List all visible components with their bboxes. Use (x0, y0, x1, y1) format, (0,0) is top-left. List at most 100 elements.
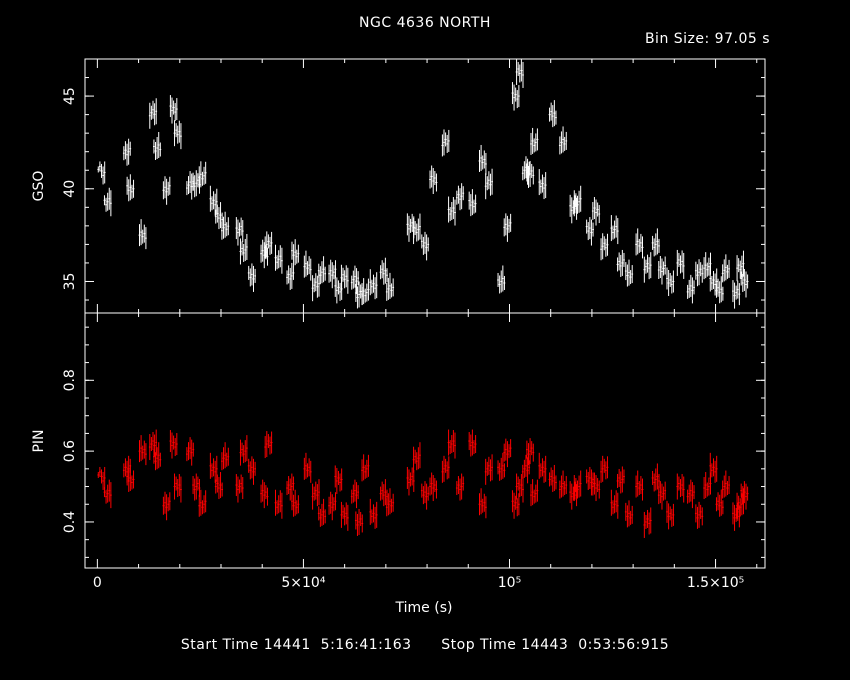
gso-point (651, 228, 660, 257)
gso-point (361, 278, 370, 306)
gso-point (569, 194, 578, 224)
pin-point (334, 465, 343, 494)
gso-ytick-label: 40 (62, 180, 78, 198)
gso-point (328, 259, 337, 289)
pin-point (635, 470, 644, 501)
pin-point (221, 442, 230, 471)
gso-point (624, 259, 634, 287)
pin-point (676, 473, 685, 503)
pin-point (515, 473, 524, 503)
pin-points (97, 429, 749, 538)
gso-point (503, 213, 512, 242)
pin-point (616, 466, 625, 494)
start-time-label: Start Time 14441 5:16:41:163 (180, 637, 412, 653)
pin-ytick-label: 0.8 (62, 369, 78, 391)
chart-title: NGC 4636 NORTH (359, 15, 491, 31)
pin-point (209, 452, 218, 483)
gso-point (616, 249, 625, 277)
pin-point (715, 489, 724, 517)
pin-point (103, 479, 112, 509)
gso-point (484, 168, 493, 200)
gso-point (666, 267, 675, 296)
gso-ytick-label: 35 (62, 273, 78, 291)
pin-point (350, 479, 360, 509)
gso-point (162, 176, 171, 205)
pin-point (311, 479, 320, 510)
pin-point (412, 442, 421, 473)
pin-point (643, 507, 652, 538)
gso-point (385, 272, 395, 301)
pin-point (511, 490, 520, 519)
pin-ytick-label: 0.6 (62, 440, 78, 462)
gso-point (468, 189, 477, 217)
gso-point (173, 120, 182, 150)
gso-point (138, 219, 147, 250)
stop-time-label: Stop Time 14443 0:53:56:915 (441, 637, 670, 653)
gso-point (291, 239, 300, 267)
gso-point (635, 228, 644, 259)
gso-point (286, 262, 295, 290)
pin-point (169, 430, 178, 459)
gso-point (515, 59, 524, 88)
gso-point (97, 161, 106, 185)
gso-point (247, 263, 257, 292)
gso-point (379, 257, 388, 285)
pin-point (657, 481, 667, 510)
gso-point (676, 249, 685, 279)
pin-point (148, 429, 158, 461)
gso-point (511, 82, 520, 111)
gso-point (447, 196, 456, 226)
gso-point (497, 265, 506, 294)
gso-point (122, 138, 132, 166)
pin-point (260, 479, 269, 509)
gso-point (694, 259, 704, 287)
pin-point (274, 489, 283, 519)
pin-point (354, 508, 364, 536)
pin-xtick-label: 0 (93, 575, 102, 591)
pin-point (303, 452, 312, 483)
pin-point (153, 442, 162, 471)
gso-point (340, 264, 349, 294)
pin-point (709, 452, 718, 483)
pin-point (521, 454, 531, 484)
pin-point (651, 463, 660, 492)
pin-point (740, 481, 749, 510)
pin-point (379, 479, 388, 507)
pin-point (478, 488, 487, 519)
pin-point (573, 470, 582, 502)
gso-point (736, 250, 745, 282)
pin-ytick-label: 0.4 (62, 511, 78, 533)
gso-point (214, 202, 224, 230)
gso-point (103, 187, 112, 217)
gso-point (558, 126, 568, 155)
pin-point (420, 481, 430, 510)
pin-point (624, 500, 634, 528)
pin-point (548, 464, 557, 492)
pin-point (369, 498, 378, 529)
x-axis-label: Time (s) (395, 600, 453, 616)
gso-point (686, 274, 695, 304)
gso-point (600, 233, 609, 261)
pin-point (455, 473, 465, 501)
pin-point (162, 491, 171, 521)
pin-point (192, 473, 201, 501)
gso-point (455, 183, 465, 211)
pin-y-axis-label: PIN (31, 429, 47, 452)
pin-point (530, 479, 539, 507)
gso-point (591, 197, 601, 226)
pin-point (97, 466, 106, 490)
pin-point (198, 489, 207, 517)
pin-point (317, 498, 327, 527)
pin-xtick-label: 5×10⁴ (281, 575, 325, 591)
gso-point (573, 185, 582, 217)
pin-point (429, 472, 438, 502)
gso-point (148, 98, 158, 129)
pin-point (736, 488, 745, 519)
gso-point (732, 280, 741, 309)
gso-point (209, 185, 218, 216)
pin-point (441, 455, 450, 483)
gso-point (153, 131, 162, 160)
pin-point (610, 489, 619, 519)
pin-point (361, 454, 370, 482)
